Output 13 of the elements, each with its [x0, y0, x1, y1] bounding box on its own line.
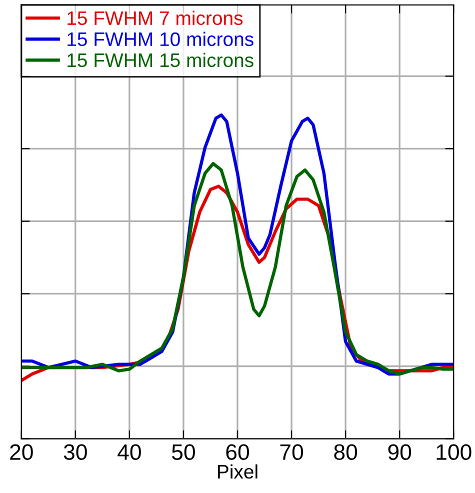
x-tick-label: 60 [226, 444, 249, 460]
x-tick-label: 30 [64, 444, 87, 460]
x-axis-title: Pixel [218, 464, 258, 479]
x-tick-label: 40 [118, 444, 141, 460]
x-tick-label: 50 [172, 444, 195, 460]
x-tick-label: 100 [436, 444, 472, 460]
legend-label: 15 FWHM 7 microns [68, 10, 243, 26]
legend-label: 15 FWHM 10 microns [68, 32, 254, 46]
legend-label: 15 FWHM 15 microns [68, 52, 254, 68]
x-tick-label: 20 [10, 444, 33, 460]
x-tick-label: 90 [388, 444, 412, 460]
x-tick-label: 70 [280, 444, 304, 460]
x-tick-label: 80 [334, 444, 358, 460]
